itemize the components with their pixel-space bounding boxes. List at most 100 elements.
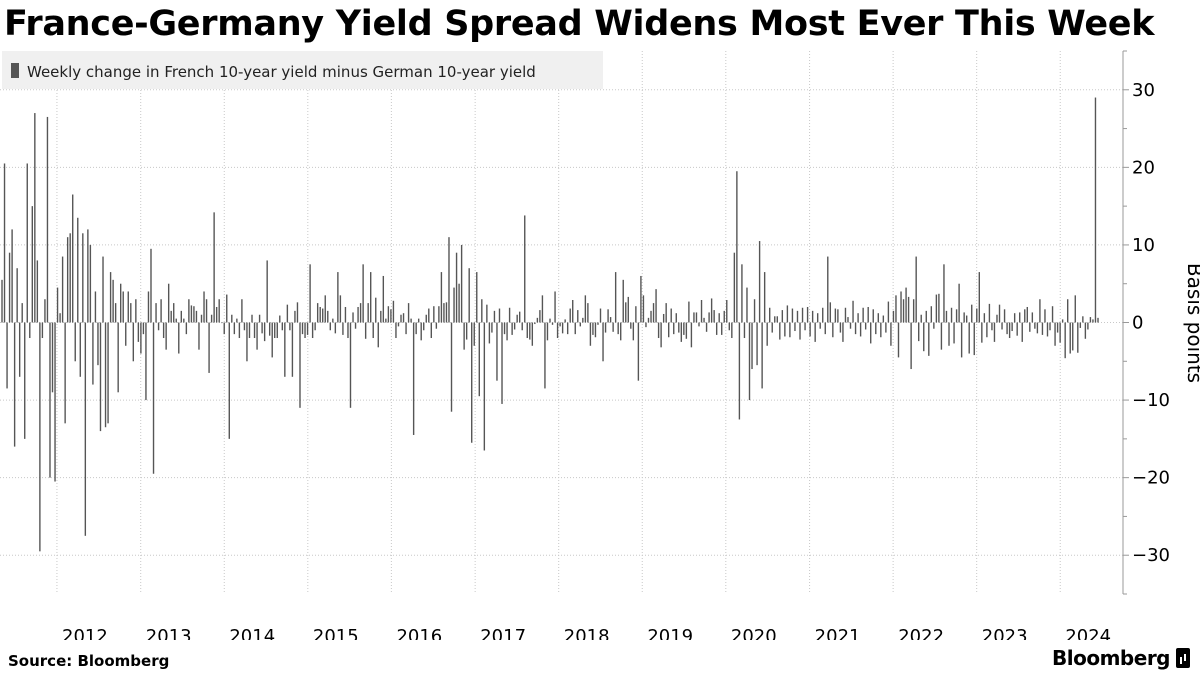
bar — [905, 287, 907, 323]
bar — [971, 304, 973, 323]
bar — [837, 309, 839, 323]
bar — [448, 237, 450, 323]
bar — [491, 322, 493, 333]
bar — [594, 322, 597, 338]
bar — [372, 322, 374, 339]
bar — [481, 299, 483, 323]
bar — [460, 244, 463, 323]
bar — [1016, 322, 1018, 336]
bar — [1074, 295, 1076, 323]
bar — [508, 307, 511, 323]
bar — [933, 322, 935, 329]
bar — [587, 303, 589, 323]
bar — [892, 310, 895, 323]
bar — [443, 303, 445, 323]
bar — [867, 306, 869, 323]
bar — [627, 296, 629, 323]
bar — [430, 322, 432, 339]
bar — [205, 299, 208, 323]
bar — [319, 306, 321, 323]
bar — [327, 310, 329, 323]
bar — [455, 252, 458, 323]
bar — [584, 295, 587, 323]
bar — [276, 322, 278, 339]
bar — [804, 322, 806, 331]
bar — [286, 304, 289, 323]
bar — [925, 310, 927, 323]
bar — [761, 322, 763, 389]
bar — [132, 322, 135, 362]
bar — [198, 322, 200, 350]
bar — [824, 322, 826, 335]
bar — [617, 322, 619, 335]
bar — [236, 318, 238, 323]
bar — [215, 306, 218, 323]
y-tick-label: 20 — [1132, 157, 1155, 178]
bar — [918, 322, 920, 342]
bar — [415, 322, 417, 335]
bar — [150, 248, 152, 323]
bar — [210, 314, 213, 323]
bar — [301, 322, 304, 335]
bar — [645, 322, 647, 328]
bar — [114, 303, 117, 323]
y-tick-label: −10 — [1132, 390, 1170, 411]
bar — [834, 308, 837, 323]
bar — [993, 322, 996, 342]
bar — [213, 212, 215, 323]
bar — [223, 322, 225, 335]
bar — [162, 322, 165, 339]
bar — [450, 322, 453, 412]
bar — [895, 295, 897, 323]
bar — [152, 322, 155, 474]
bar — [1019, 312, 1021, 323]
bar — [54, 322, 56, 482]
bar — [1021, 322, 1023, 342]
bar — [1072, 322, 1074, 351]
bar — [99, 322, 102, 432]
bar — [976, 308, 978, 323]
bar — [41, 322, 44, 339]
bar — [465, 322, 468, 340]
bar — [665, 303, 667, 323]
bar — [544, 322, 546, 389]
bar — [193, 306, 195, 323]
bar — [498, 308, 501, 323]
bar — [1006, 322, 1008, 335]
bar — [173, 303, 175, 323]
bar — [291, 322, 294, 377]
chart: Weekly change in French 10-year yield mi… — [0, 50, 1200, 640]
bar — [981, 322, 983, 343]
bar — [334, 322, 337, 334]
bar — [180, 310, 182, 323]
bar — [309, 264, 311, 323]
bar — [991, 322, 993, 331]
bar — [299, 322, 301, 408]
bar — [592, 322, 594, 335]
bar — [713, 310, 715, 323]
bar — [630, 322, 632, 329]
x-tick-label: 2018 — [564, 626, 610, 640]
bar — [923, 322, 925, 352]
bar — [973, 322, 975, 356]
bar — [582, 317, 584, 323]
bar — [425, 314, 427, 323]
bar — [897, 322, 900, 358]
bar — [670, 308, 672, 323]
bar — [955, 309, 958, 323]
bar — [231, 314, 233, 323]
bar — [483, 322, 486, 451]
bar — [609, 317, 612, 323]
bar — [599, 308, 602, 323]
bar — [1011, 322, 1013, 332]
bar — [145, 322, 147, 401]
bar — [296, 302, 299, 323]
bar — [458, 283, 460, 323]
bar — [953, 322, 955, 344]
bar — [362, 264, 364, 323]
bar — [357, 306, 359, 323]
bar — [433, 306, 435, 323]
x-axis-ticks: 2012 2013 2014 2015 2016 2017 2018 2019 2020 2021… — [62, 626, 1111, 640]
bar — [370, 272, 372, 323]
brand-logo: Bloomberg — [1052, 646, 1190, 670]
